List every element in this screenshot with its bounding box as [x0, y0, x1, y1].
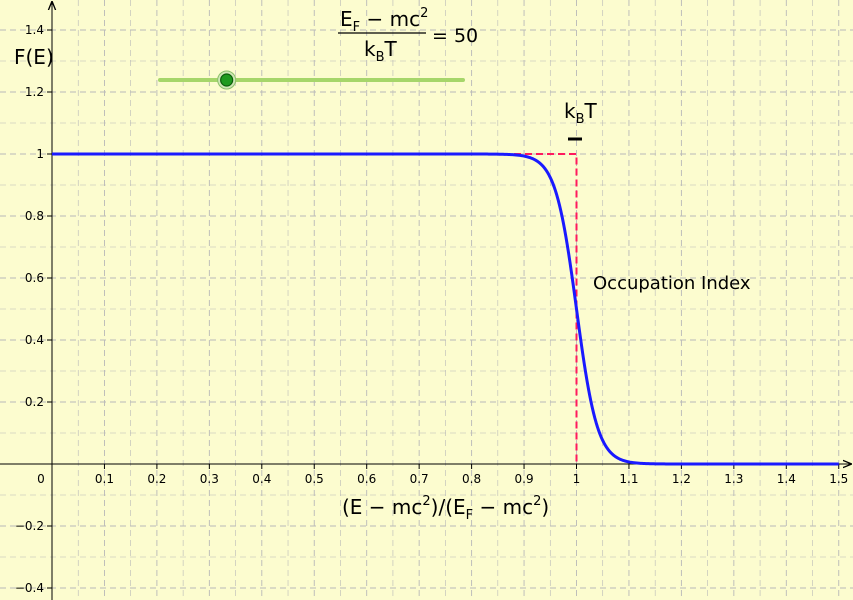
ratio-formula: EF − mc2 kBT = 50	[338, 6, 478, 65]
y-tick-label: 0.4	[25, 333, 44, 347]
y-tick-label: 0.6	[25, 271, 44, 285]
y-tick-label: 1	[36, 147, 44, 161]
x-tick-label: 1.1	[619, 472, 638, 486]
x-tick-label: 0.3	[200, 472, 219, 486]
occupation-index-label: Occupation Index	[593, 273, 751, 294]
y-tick-label: 0.8	[25, 209, 44, 223]
x-tick-label: 1.5	[829, 472, 848, 486]
y-axis-ticks: 1.4 1.2 1 0.8 0.6 0.4 0.2 −0.2 −0.4	[15, 23, 52, 595]
x-tick-label: 0.5	[305, 472, 324, 486]
x-tick-label: 0	[37, 472, 45, 486]
y-tick-label: −0.2	[15, 519, 44, 533]
ratio-slider[interactable]	[158, 70, 465, 90]
x-tick-label: 1	[573, 472, 581, 486]
x-axis-ticks: 0 0.1 0.2 0.3 0.4 0.5 0.6 0.7 0.8 0.9 1 1.1 1.2 1.3 1.…	[37, 464, 848, 486]
x-tick-label: 1.4	[777, 472, 796, 486]
x-tick-label: 0.1	[95, 472, 114, 486]
x-tick-label: 0.9	[515, 472, 534, 486]
series-layer	[51, 152, 839, 466]
kbt-label: kBT	[564, 99, 598, 127]
kbt-marker: kBT	[564, 99, 598, 141]
slider-knob[interactable]	[220, 73, 234, 87]
step-function-line	[52, 153, 578, 464]
x-tick-label: 0.8	[462, 472, 481, 486]
y-tick-label: 0.2	[25, 395, 44, 409]
formula-numerator: EF − mc2	[340, 6, 428, 35]
x-tick-label: 0.4	[252, 472, 271, 486]
y-tick-label: −0.4	[15, 581, 44, 595]
x-tick-label: 0.2	[147, 472, 166, 486]
x-tick-label: 1.3	[724, 472, 743, 486]
x-tick-label: 0.6	[357, 472, 376, 486]
x-tick-label: 0.7	[410, 472, 429, 486]
y-axis-label: F(E)	[14, 45, 54, 69]
x-axis-label: (E − mc2)/(EF − mc2)	[342, 494, 549, 523]
y-tick-label: 1.4	[25, 23, 44, 37]
formula-value: = 50	[432, 25, 478, 47]
fermi-dirac-curve	[51, 152, 839, 466]
y-tick-label: 1.2	[25, 85, 44, 99]
formula-denominator: kBT	[364, 37, 398, 65]
x-tick-label: 1.2	[672, 472, 691, 486]
